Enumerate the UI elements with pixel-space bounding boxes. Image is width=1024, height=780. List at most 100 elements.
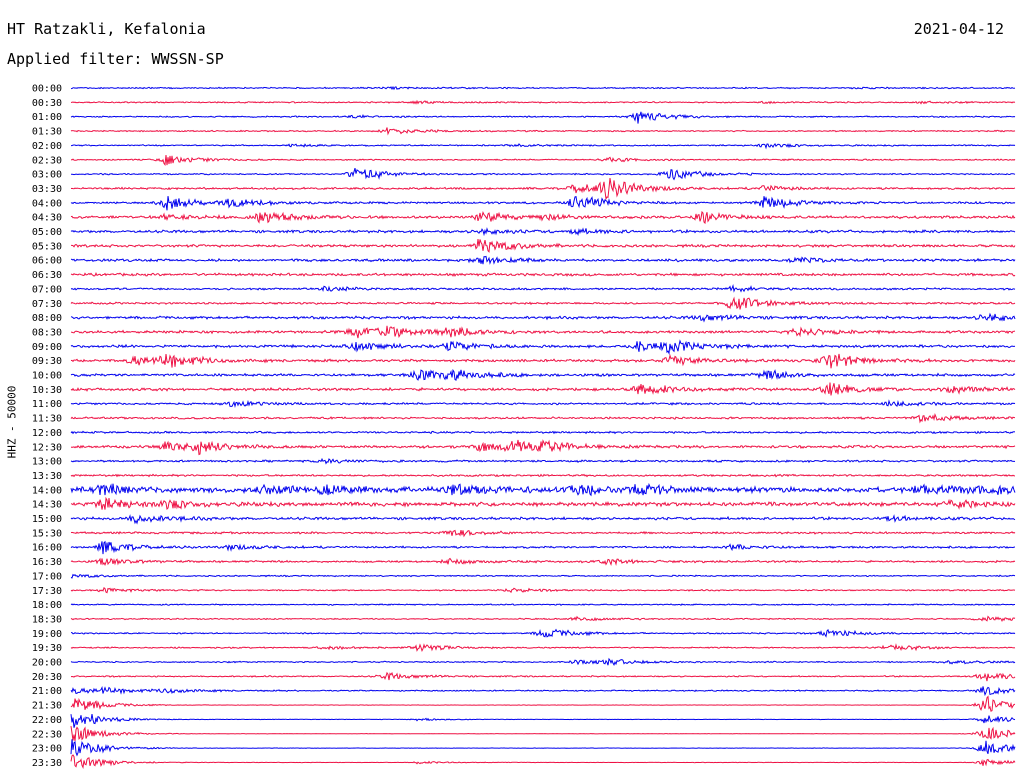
seismic-trace xyxy=(71,628,1016,638)
seismic-trace xyxy=(70,557,1016,567)
time-tick-label: 13:00 xyxy=(32,457,62,468)
seismic-trace xyxy=(70,514,1016,525)
time-tick-label: 22:30 xyxy=(32,729,62,740)
time-tick-label: 00:00 xyxy=(32,84,62,95)
time-tick-label: 10:00 xyxy=(32,371,62,382)
seismic-trace xyxy=(70,167,1016,181)
time-tick-label: 03:30 xyxy=(32,184,62,195)
seismic-trace xyxy=(70,657,1016,666)
time-tick-label: 11:30 xyxy=(32,414,62,425)
seismic-trace xyxy=(70,353,1016,369)
time-tick-label: 03:00 xyxy=(32,170,62,181)
time-tick-label: 02:30 xyxy=(32,155,62,166)
seismic-trace xyxy=(70,695,1016,712)
seismic-trace xyxy=(70,643,1016,653)
seismic-trace xyxy=(70,754,1016,769)
time-tick-label: 00:30 xyxy=(32,98,62,109)
time-tick-group: 00:00 00:30 01:00 01:30 02:00 02:30 03:00 03:30… xyxy=(32,84,62,769)
trace-group xyxy=(70,85,1016,769)
seismic-trace xyxy=(70,85,1016,91)
seismic-trace xyxy=(71,142,1016,150)
seismic-trace xyxy=(70,603,1015,606)
seismic-trace xyxy=(70,412,1015,424)
seismic-trace xyxy=(70,529,1016,538)
time-tick-label: 18:00 xyxy=(32,600,62,611)
time-tick-label: 21:30 xyxy=(32,701,62,712)
seismic-trace xyxy=(70,339,1016,356)
seismic-trace xyxy=(70,227,1016,237)
time-tick-label: 23:30 xyxy=(32,758,62,769)
seismic-trace xyxy=(70,482,1016,497)
seismic-trace xyxy=(70,739,1016,757)
seismic-trace xyxy=(70,671,1016,682)
time-tick-label: 19:00 xyxy=(32,629,62,640)
station-title: HT Ratzakli, Kefalonia xyxy=(7,20,206,38)
time-tick-label: 15:30 xyxy=(32,528,62,539)
time-tick-label: 06:00 xyxy=(32,256,62,267)
seismic-trace xyxy=(70,457,1016,465)
seismic-trace xyxy=(70,111,1016,124)
seismic-trace xyxy=(70,195,1016,211)
time-tick-label: 22:00 xyxy=(32,715,62,726)
seismic-trace xyxy=(70,283,1016,293)
time-tick-label: 05:30 xyxy=(32,241,62,252)
seismic-trace xyxy=(70,255,1016,265)
time-tick-label: 01:30 xyxy=(32,127,62,138)
time-tick-label: 14:30 xyxy=(32,500,62,511)
seismic-trace xyxy=(70,127,1016,136)
seismic-trace xyxy=(70,586,1016,594)
time-tick-label: 21:00 xyxy=(32,686,62,697)
time-tick-label: 09:30 xyxy=(32,356,62,367)
time-tick-label: 01:00 xyxy=(32,112,62,123)
seismic-trace xyxy=(70,685,1016,697)
seismic-trace xyxy=(70,496,1016,511)
time-tick-label: 14:00 xyxy=(32,485,62,496)
time-tick-label: 02:00 xyxy=(32,141,62,152)
seismic-trace xyxy=(70,540,1016,555)
seismic-trace xyxy=(70,155,1016,166)
time-tick-label: 04:30 xyxy=(32,213,62,224)
time-tick-label: 05:00 xyxy=(32,227,62,238)
time-tick-label: 17:30 xyxy=(32,586,62,597)
time-tick-label: 18:30 xyxy=(32,614,62,625)
time-tick-label: 10:30 xyxy=(32,385,62,396)
time-tick-label: 08:00 xyxy=(32,313,62,324)
seismic-trace xyxy=(70,312,1016,323)
time-tick-label: 17:00 xyxy=(32,571,62,582)
time-tick-label: 15:00 xyxy=(32,514,62,525)
seismic-trace xyxy=(70,368,1016,381)
seismic-trace xyxy=(70,399,1016,408)
seismic-trace xyxy=(70,296,1016,310)
seismic-trace xyxy=(70,473,1015,478)
seismic-trace xyxy=(71,239,1016,253)
seismic-trace xyxy=(70,325,1016,339)
seismic-trace xyxy=(71,99,1016,105)
time-tick-label: 09:00 xyxy=(32,342,62,353)
seismic-trace xyxy=(70,439,1016,456)
time-tick-label: 16:00 xyxy=(32,543,62,554)
time-tick-label: 16:30 xyxy=(32,557,62,568)
time-tick-label: 12:30 xyxy=(32,442,62,453)
seismic-trace xyxy=(70,573,1016,579)
seismic-trace xyxy=(70,210,1016,225)
time-tick-label: 20:30 xyxy=(32,672,62,683)
time-tick-label: 13:30 xyxy=(32,471,62,482)
filter-label: Applied filter: WWSSN-SP xyxy=(7,50,224,68)
time-tick-label: 11:00 xyxy=(32,399,62,410)
seismic-trace xyxy=(70,726,1016,741)
seismic-trace xyxy=(70,615,1016,623)
seismic-trace xyxy=(70,271,1016,277)
time-tick-label: 08:30 xyxy=(32,327,62,338)
time-tick-label: 07:30 xyxy=(32,299,62,310)
time-tick-label: 23:00 xyxy=(32,744,62,755)
seismic-trace xyxy=(70,382,1016,396)
date-label: 2021-04-12 xyxy=(913,20,1004,38)
time-tick-label: 04:00 xyxy=(32,198,62,209)
seismic-trace xyxy=(70,178,1016,201)
seismic-trace xyxy=(70,714,1016,728)
time-tick-label: 06:30 xyxy=(32,270,62,281)
time-tick-label: 12:00 xyxy=(32,428,62,439)
time-tick-label: 20:00 xyxy=(32,658,62,669)
seismic-trace xyxy=(70,430,1016,435)
